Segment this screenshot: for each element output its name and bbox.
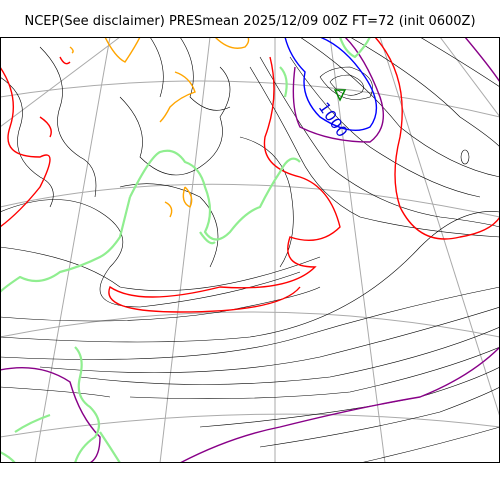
isobars-purple (0, 37, 500, 463)
map-frame: 1000 (0, 37, 500, 463)
graticule (0, 37, 500, 463)
isobars-default (0, 37, 500, 463)
isobars-red (0, 37, 500, 313)
isobar-1000 (284, 37, 378, 131)
coastline (0, 37, 371, 463)
low-pressure-marker (333, 89, 347, 102)
map-title: NCEP(See disclaimer) PRESmean 2025/12/09… (24, 14, 476, 29)
isobars-orange (69, 37, 250, 218)
